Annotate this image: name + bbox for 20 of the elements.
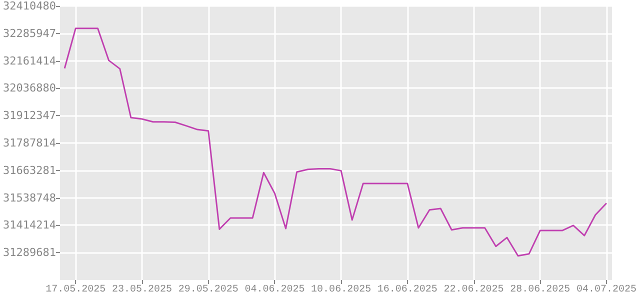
x-tick-label: 16.06.2025 bbox=[377, 284, 438, 296]
x-tick-label: 17.05.2025 bbox=[46, 284, 106, 296]
y-tick-label: 31289681 bbox=[2, 246, 56, 260]
x-tick-label: 23.05.2025 bbox=[112, 284, 172, 296]
y-tick-label: 31538748 bbox=[2, 191, 56, 204]
y-tick-label: 32285947 bbox=[2, 26, 56, 40]
x-tick-label: 29.05.2025 bbox=[178, 284, 238, 296]
x-tick-label: 28.06.2025 bbox=[510, 284, 570, 296]
y-tick-label: 32410480 bbox=[2, 0, 56, 12]
y-tick-label: 31912347 bbox=[2, 109, 56, 122]
x-tick-label: 22.06.2025 bbox=[444, 284, 504, 296]
x-tick-label: 04.06.2025 bbox=[244, 284, 305, 296]
y-tick-label: 31787814 bbox=[2, 136, 56, 150]
y-tick-label: 31663281 bbox=[2, 164, 56, 177]
y-tick-label: 31414214 bbox=[2, 218, 56, 232]
line-series bbox=[64, 28, 608, 257]
y-tick-label: 32161414 bbox=[2, 54, 56, 68]
x-tick-label: 10.06.2025 bbox=[311, 284, 372, 296]
y-tick-label: 32036880 bbox=[2, 82, 56, 95]
x-tick-label: 04.07.2025 bbox=[576, 284, 636, 296]
